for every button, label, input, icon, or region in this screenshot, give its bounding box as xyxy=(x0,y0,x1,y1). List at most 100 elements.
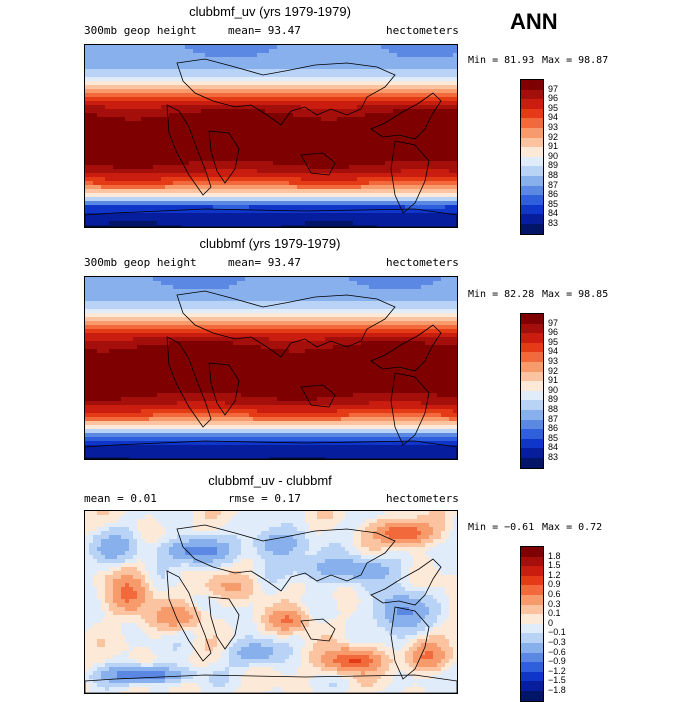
field-cell xyxy=(157,57,162,62)
field-cell xyxy=(257,97,262,102)
field-cell xyxy=(261,85,266,90)
panel-1-title: clubbmf_uv (yrs 1979-1979) xyxy=(189,4,351,19)
field-cell xyxy=(421,205,426,210)
field-cell xyxy=(385,117,390,122)
field-cell xyxy=(213,161,218,166)
field-cell xyxy=(161,117,166,122)
field-cell xyxy=(153,129,158,134)
field-cell xyxy=(377,105,382,110)
field-cell xyxy=(253,161,258,166)
field-cell xyxy=(437,145,442,150)
field-cell xyxy=(125,157,130,162)
field-cell xyxy=(173,221,178,226)
field-cell xyxy=(381,117,386,122)
field-cell xyxy=(357,121,362,126)
field-cell xyxy=(369,93,374,98)
field-cell xyxy=(425,45,430,50)
field-cell xyxy=(449,93,454,98)
field-cell xyxy=(401,101,406,106)
field-cell xyxy=(237,109,242,114)
field-cell xyxy=(149,165,154,170)
field-cell xyxy=(269,205,274,210)
field-cell xyxy=(397,153,402,158)
field-cell xyxy=(449,113,454,118)
field-cell xyxy=(325,129,330,134)
field-cell xyxy=(329,129,334,134)
field-cell xyxy=(273,49,278,54)
field-cell xyxy=(333,281,338,286)
field-cell xyxy=(185,129,190,134)
field-cell xyxy=(237,53,242,58)
field-cell xyxy=(269,181,274,186)
field-cell xyxy=(261,77,266,82)
field-cell xyxy=(373,49,378,54)
field-cell xyxy=(353,129,358,134)
field-cell xyxy=(381,193,386,198)
field-cell xyxy=(297,149,302,154)
field-cell xyxy=(265,97,270,102)
field-cell xyxy=(241,101,246,106)
field-cell xyxy=(125,45,130,50)
field-cell xyxy=(245,77,250,82)
field-cell xyxy=(381,217,386,222)
field-cell xyxy=(189,129,194,134)
field-cell xyxy=(273,129,278,134)
field-cell xyxy=(253,145,258,150)
field-cell xyxy=(445,209,450,214)
field-cell xyxy=(169,149,174,154)
field-cell xyxy=(105,129,110,134)
field-cell xyxy=(405,173,410,178)
field-cell xyxy=(273,217,278,222)
field-cell xyxy=(285,57,290,62)
field-cell xyxy=(429,157,434,162)
field-cell xyxy=(301,101,306,106)
field-cell xyxy=(153,97,158,102)
field-cell xyxy=(221,149,226,154)
field-cell xyxy=(101,301,106,306)
field-cell xyxy=(105,149,110,154)
field-cell xyxy=(385,129,390,134)
field-cell xyxy=(317,85,322,90)
field-cell xyxy=(109,225,114,227)
field-cell xyxy=(117,297,122,302)
field-cell xyxy=(301,133,306,138)
field-cell xyxy=(141,97,146,102)
field-cell xyxy=(149,57,154,62)
field-cell xyxy=(133,209,138,214)
field-cell xyxy=(249,89,254,94)
field-cell xyxy=(393,161,398,166)
field-cell xyxy=(425,185,430,190)
field-cell xyxy=(369,57,374,62)
field-cell xyxy=(189,57,194,62)
field-cell xyxy=(333,189,338,194)
field-cell xyxy=(157,133,162,138)
field-cell xyxy=(185,113,190,118)
field-cell xyxy=(413,69,418,74)
field-cell xyxy=(373,113,378,118)
field-cell xyxy=(201,125,206,130)
field-cell xyxy=(205,177,210,182)
field-cell xyxy=(353,161,358,166)
field-cell xyxy=(365,61,370,66)
field-cell xyxy=(97,141,102,146)
field-cell xyxy=(141,173,146,178)
field-cell xyxy=(109,73,114,78)
field-cell xyxy=(313,117,318,122)
field-cell xyxy=(101,53,106,58)
field-cell xyxy=(85,293,90,298)
field-cell xyxy=(121,181,126,186)
field-cell xyxy=(393,297,398,302)
field-cell xyxy=(249,165,254,170)
field-cell xyxy=(89,197,94,202)
field-cell xyxy=(353,73,358,78)
field-cell xyxy=(293,221,298,226)
field-cell xyxy=(85,69,90,74)
field-cell xyxy=(145,189,150,194)
field-cell xyxy=(113,133,118,138)
field-cell xyxy=(293,213,298,218)
field-cell xyxy=(329,289,334,294)
field-cell xyxy=(89,97,94,102)
field-cell xyxy=(389,85,394,90)
field-cell xyxy=(313,105,318,110)
field-cell xyxy=(317,189,322,194)
